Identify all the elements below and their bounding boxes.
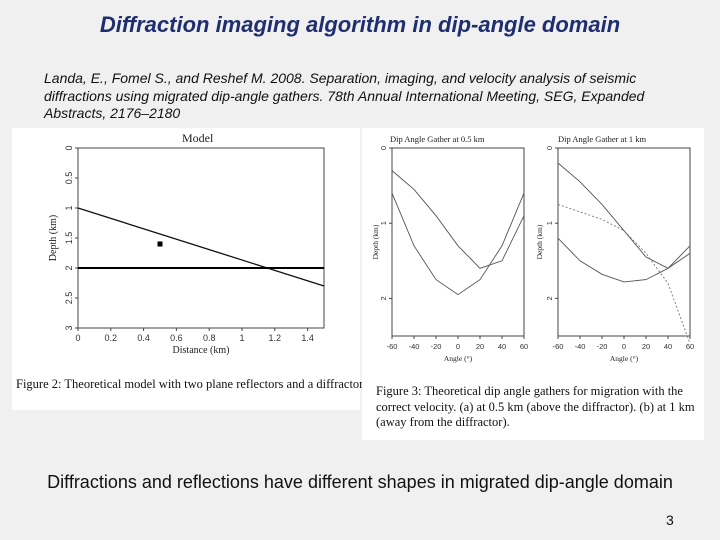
gather-a-x-axis-label: Angle (°) (444, 354, 473, 363)
gather-a-x-tick-label: -40 (409, 342, 420, 351)
gather-a-x-tick-label: 60 (520, 342, 528, 351)
gather-b-x-tick-label: 60 (686, 342, 694, 351)
model-series-line-1 (77, 207, 325, 287)
model-y-tick-label: 1 (64, 205, 74, 210)
gather-b-x-tick-label: -60 (553, 342, 564, 351)
gather-b-y-axis-label: Depth (km) (535, 224, 544, 259)
gather-b-x-tick-label: 0 (622, 342, 626, 351)
gather-b-series-line-2 (557, 237, 691, 283)
model-title: Model (182, 131, 214, 145)
gather-a-y-axis-label: Depth (km) (371, 224, 380, 259)
slide-title: Diffraction imaging algorithm in dip-ang… (99, 12, 621, 37)
gather-b-x-tick-label: 40 (664, 342, 672, 351)
figure-2: Model 0 0.2 0.4 0.6 0.8 1 1.2 1.4 0 0.5 1 1.5 2 2.5 3 Di… (12, 128, 366, 410)
model-x-tick-label: 0.6 (170, 333, 183, 343)
model-x-tick-label: 0 (75, 333, 80, 343)
gather-b-series-line-1 (557, 162, 691, 269)
figure-3-plots: Dip Angle Gather at 0.5 km-60 -40 -20 0 20 40… (371, 134, 694, 363)
model-y-tick-label: 0 (64, 145, 74, 150)
model-x-tick-label: 1.2 (269, 333, 282, 343)
model-y-tick-label: 2.5 (64, 292, 74, 305)
figure-3-caption: Figure 3: Theoretical dip angle gathers … (376, 384, 695, 429)
model-y-tick-label: 2 (64, 265, 74, 270)
model-x-tick-label: 0.4 (137, 333, 150, 343)
model-x-tick-label: 1.4 (301, 333, 314, 343)
gather-b-title: Dip Angle Gather at 1 km (558, 134, 646, 144)
model-y-tick-label: 0.5 (64, 172, 74, 185)
summary-statement: Diffractions and reflections have differ… (47, 472, 673, 492)
gather-b-x-tick-label: 20 (642, 342, 650, 351)
gather-b-y-tick-label: 0 (545, 146, 554, 150)
gather-a-x-tick-label: 40 (498, 342, 506, 351)
model-x-tick-label: 0.2 (105, 333, 118, 343)
gather-a-y-tick-label: 1 (379, 221, 388, 225)
reference-citation: Landa, E., Fomel S., and Reshef M. 2008.… (44, 70, 645, 121)
page-number: 3 (666, 512, 674, 528)
gather-a-x-tick-label: -20 (431, 342, 442, 351)
model-x-axis-label: Distance (km) (173, 345, 230, 356)
gather-b-series-line-3 (557, 203, 691, 344)
model-y-tick-label: 1.5 (64, 232, 74, 245)
gather-a-x-tick-label: -60 (387, 342, 398, 351)
gather-b-x-tick-label: -40 (575, 342, 586, 351)
model-diffractor-point (157, 241, 163, 247)
gather-a-y-tick-label: 0 (379, 146, 388, 150)
gather-a-title: Dip Angle Gather at 0.5 km (390, 134, 485, 144)
model-y-tick-label: 3 (64, 325, 74, 330)
gather-a-series-line-1 (391, 170, 525, 269)
gather-a-x-tick-label: 0 (456, 342, 460, 351)
gather-b-x-axis-label: Angle (°) (610, 354, 639, 363)
gather-b-x-tick-label: -20 (597, 342, 608, 351)
model-frame (77, 147, 325, 329)
figure-2-plot: Model 0 0.2 0.4 0.6 0.8 1 1.2 1.4 0 0.5 1 1.5 2 2.5 3 Di… (48, 131, 325, 356)
gather-a-x-tick-label: 20 (476, 342, 484, 351)
gather-a-series-line-2 (391, 192, 525, 296)
gather-b-y-tick-label: 2 (545, 296, 554, 300)
model-x-tick-label: 0.8 (203, 333, 216, 343)
figure-3: Dip Angle Gather at 0.5 km -60 -40 -20 0 20 40… (362, 128, 704, 440)
gather-b-frame (557, 147, 691, 337)
figure-2-caption: Figure 2: Theoretical model with two pla… (16, 377, 366, 391)
gather-a-y-tick-label: 2 (379, 296, 388, 300)
gather-a-frame (391, 147, 525, 337)
model-x-tick-label: 1 (239, 333, 244, 343)
model-y-axis-label: Depth (km) (48, 215, 59, 261)
gather-b-y-tick-label: 1 (545, 221, 554, 225)
